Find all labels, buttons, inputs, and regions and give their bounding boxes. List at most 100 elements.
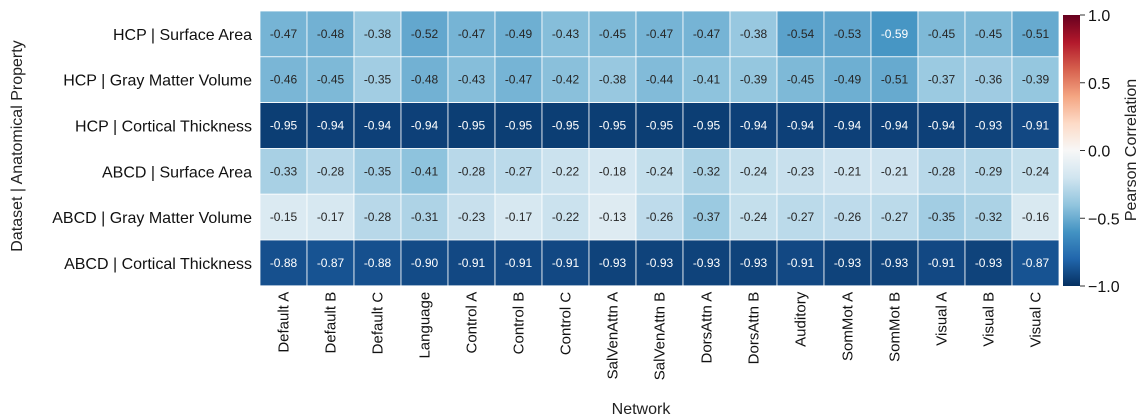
cell-value-label: -0.95 <box>646 119 674 133</box>
cell-value-label: -0.94 <box>364 119 392 133</box>
column-label: Language <box>417 292 434 359</box>
cell-value-label: -0.42 <box>552 73 580 87</box>
y-axis-label: Dataset | Anatomical Property <box>9 40 26 251</box>
cell-value-label: -0.13 <box>599 210 627 224</box>
cell-value-label: -0.24 <box>646 164 674 178</box>
row-label: ABCD | Gray Matter Volume <box>52 210 252 227</box>
cell-value-label: -0.15 <box>270 210 298 224</box>
cell-value-label: -0.94 <box>834 119 862 133</box>
cell-value-label: -0.28 <box>317 164 345 178</box>
cell-value-label: -0.49 <box>505 27 533 41</box>
column-label: Control A <box>464 292 481 354</box>
cell-value-label: -0.93 <box>881 256 909 270</box>
cell-value-label: -0.17 <box>505 210 533 224</box>
heatmap-cells: -0.47 -0.48 -0.38 -0.52 -0.47 -0.49 -0.43 -0.45… <box>260 11 1059 286</box>
cell-value-label: -0.48 <box>411 73 439 87</box>
cell-value-label: -0.46 <box>270 73 298 87</box>
column-label: Control C <box>558 292 575 356</box>
colorbar-tick-label: 1.0 <box>1088 8 1110 25</box>
row-labels: HCP | Surface AreaHCP | Gray Matter Volu… <box>52 27 252 273</box>
cell-value-label: -0.88 <box>270 256 298 270</box>
cell-value-label: -0.38 <box>364 27 392 41</box>
cell-value-label: -0.21 <box>881 164 909 178</box>
cell-value-label: -0.45 <box>928 27 956 41</box>
column-label: Control B <box>511 292 528 355</box>
cell-value-label: -0.23 <box>458 210 486 224</box>
cell-value-label: -0.26 <box>834 210 862 224</box>
column-label: DorsAttn B <box>746 292 763 365</box>
colorbar-label: Pearson Correlation <box>1123 79 1140 221</box>
column-label: DorsAttn A <box>699 292 716 364</box>
cell-value-label: -0.93 <box>975 256 1003 270</box>
colorbar-tick-label: −0.5 <box>1088 211 1120 228</box>
cell-value-label: -0.87 <box>317 256 345 270</box>
cell-value-label: -0.37 <box>928 73 956 87</box>
cell-value-label: -0.44 <box>646 73 674 87</box>
cell-value-label: -0.28 <box>928 164 956 178</box>
cell-value-label: -0.35 <box>364 73 392 87</box>
cell-value-label: -0.51 <box>881 73 909 87</box>
cell-value-label: -0.29 <box>975 164 1003 178</box>
cell-value-label: -0.24 <box>740 164 768 178</box>
cell-value-label: -0.91 <box>787 256 815 270</box>
cell-value-label: -0.45 <box>975 27 1003 41</box>
cell-value-label: -0.94 <box>928 119 956 133</box>
cell-value-label: -0.32 <box>975 210 1003 224</box>
colorbar-ticks: 1.00.50.0−0.5−1.0 <box>1080 8 1120 296</box>
cell-value-label: -0.37 <box>693 210 721 224</box>
cell-value-label: -0.24 <box>740 210 768 224</box>
cell-value-label: -0.39 <box>740 73 768 87</box>
cell-value-label: -0.31 <box>411 210 439 224</box>
colorbar-tick-label: 0.5 <box>1088 76 1110 93</box>
cell-value-label: -0.91 <box>505 256 533 270</box>
column-label: Default B <box>323 292 340 354</box>
cell-value-label: -0.91 <box>1022 119 1050 133</box>
cell-value-label: -0.94 <box>317 119 345 133</box>
cell-value-label: -0.94 <box>411 119 439 133</box>
cell-value-label: -0.95 <box>270 119 298 133</box>
cell-value-label: -0.21 <box>834 164 862 178</box>
cell-value-label: -0.22 <box>552 164 580 178</box>
column-label: Default C <box>370 292 387 355</box>
cell-value-label: -0.47 <box>505 73 533 87</box>
cell-value-label: -0.45 <box>599 27 627 41</box>
cell-value-label: -0.45 <box>787 73 815 87</box>
cell-value-label: -0.28 <box>364 210 392 224</box>
cell-value-label: -0.95 <box>458 119 486 133</box>
row-label: HCP | Gray Matter Volume <box>63 73 252 90</box>
cell-value-label: -0.91 <box>552 256 580 270</box>
column-label: Visual C <box>1028 292 1045 348</box>
cell-value-label: -0.53 <box>834 27 862 41</box>
cell-value-label: -0.95 <box>599 119 627 133</box>
cell-value-label: -0.35 <box>364 164 392 178</box>
cell-value-label: -0.27 <box>787 210 815 224</box>
cell-value-label: -0.35 <box>928 210 956 224</box>
cell-value-label: -0.94 <box>740 119 768 133</box>
column-labels: Default A Default B Default C Language Contr… <box>276 291 1045 380</box>
cell-value-label: -0.27 <box>505 164 533 178</box>
row-label: HCP | Cortical Thickness <box>75 119 252 136</box>
cell-value-label: -0.93 <box>975 119 1003 133</box>
cell-value-label: -0.93 <box>740 256 768 270</box>
cell-value-label: -0.88 <box>364 256 392 270</box>
column-label: Default A <box>276 292 293 353</box>
cell-value-label: -0.90 <box>411 256 439 270</box>
x-axis-label: Network <box>612 401 672 418</box>
cell-value-label: -0.49 <box>834 73 862 87</box>
cell-value-label: -0.95 <box>505 119 533 133</box>
cell-value-label: -0.47 <box>270 27 298 41</box>
cell-value-label: -0.32 <box>693 164 721 178</box>
cell-value-label: -0.38 <box>740 27 768 41</box>
cell-value-label: -0.43 <box>552 27 580 41</box>
column-label: Visual B <box>981 292 998 347</box>
colorbar-gradient <box>1063 15 1080 286</box>
cell-value-label: -0.23 <box>787 164 815 178</box>
cell-value-label: -0.91 <box>928 256 956 270</box>
cell-value-label: -0.18 <box>599 164 627 178</box>
colorbar-tick-label: 0.0 <box>1088 144 1110 161</box>
cell-value-label: -0.47 <box>693 27 721 41</box>
cell-value-label: -0.93 <box>646 256 674 270</box>
cell-value-label: -0.94 <box>787 119 815 133</box>
cell-value-label: -0.91 <box>458 256 486 270</box>
